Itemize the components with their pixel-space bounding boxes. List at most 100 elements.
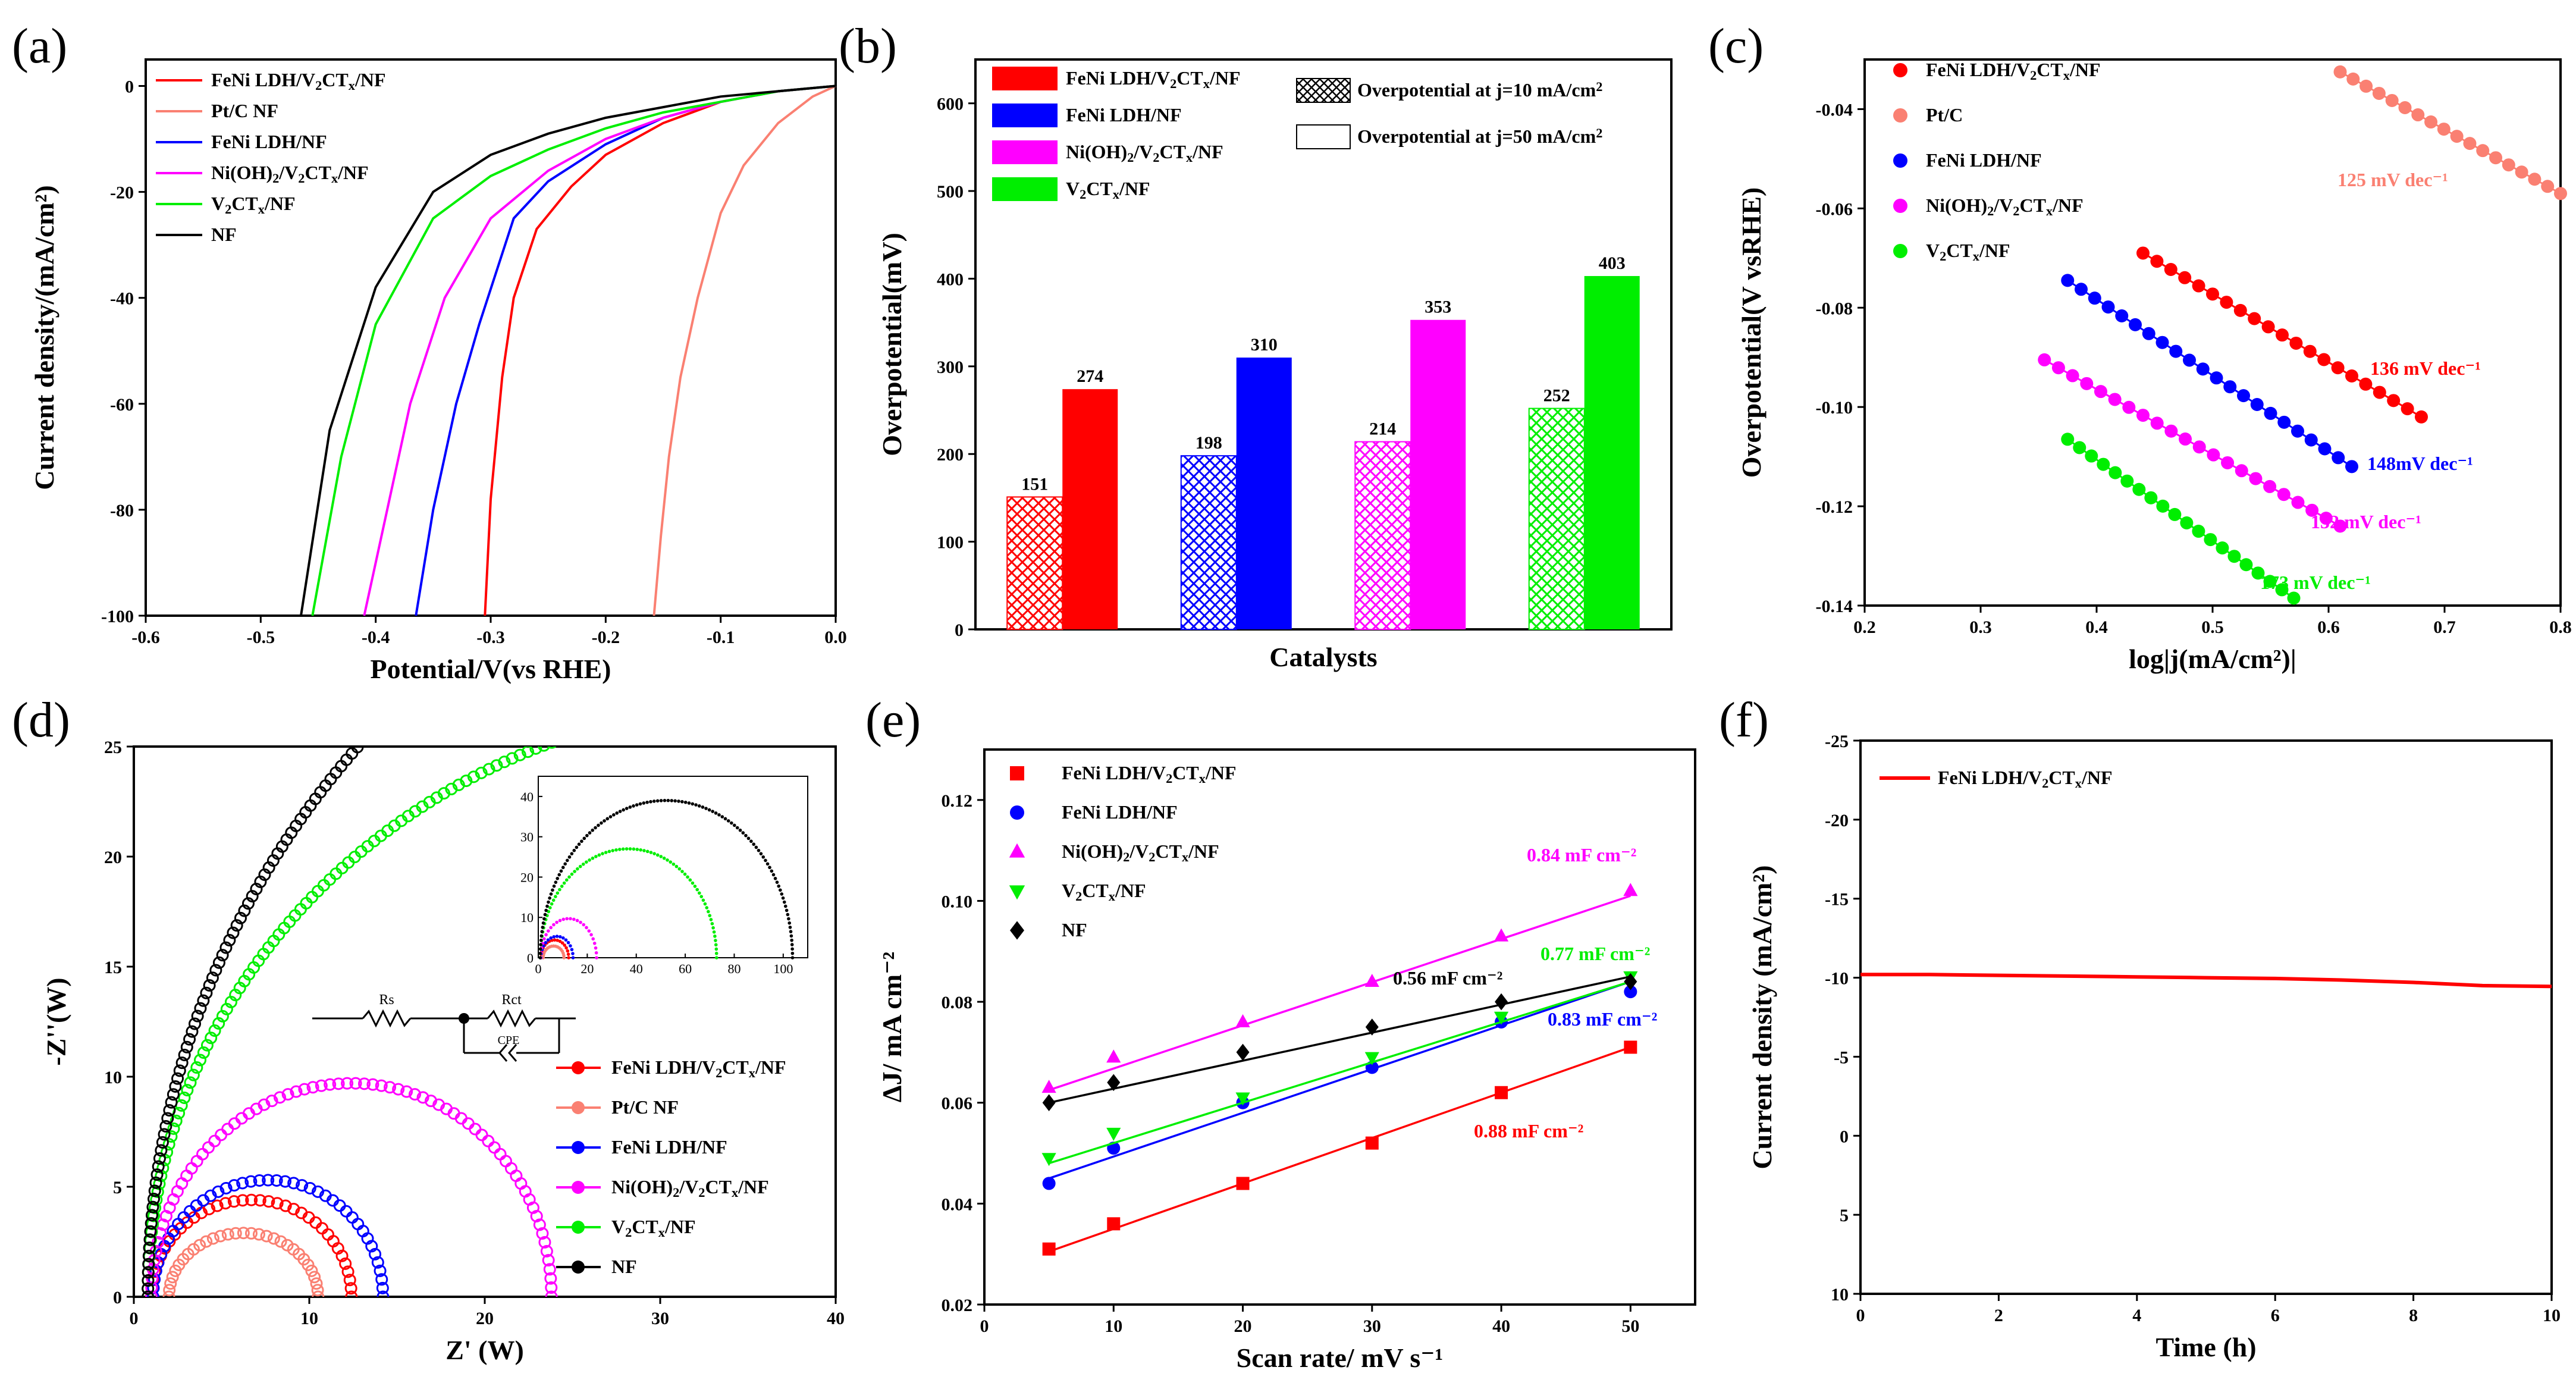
- inset-point-nf: [582, 836, 586, 841]
- inset-point-v2ctx: [688, 878, 692, 882]
- inset-point-fenildh: [571, 952, 575, 955]
- inset-point-fenildh: [569, 944, 572, 948]
- nyquist-point-fenildh_v2ctx: [271, 1197, 284, 1210]
- nyquist-point-fenildh_v2ctx: [219, 1197, 232, 1210]
- cdl-point-v2ctx: [1493, 1011, 1509, 1025]
- bar-value-label: 353: [1425, 297, 1451, 317]
- inset-point-v2ctx: [714, 939, 717, 942]
- inset-point-fenildh_v2ctx: [566, 949, 570, 953]
- lsv-line-ptc: [652, 84, 836, 616]
- nyquist-point-fenildh: [376, 1290, 390, 1297]
- nyquist-point-fenildh_v2ctx: [345, 1290, 358, 1297]
- legend-label-fenildh_v2ctx: FeNi LDH/V2CTx/NF: [1926, 59, 2101, 83]
- nyquist-point-v2ctx: [506, 752, 519, 765]
- inset-point-nf: [625, 807, 629, 810]
- inset-point-nf: [542, 917, 546, 921]
- x-tick-label: 0.5: [2201, 617, 2224, 637]
- inset-point-fenildh_v2ctx: [566, 952, 570, 956]
- circuit-label-rct: Rct: [501, 992, 522, 1008]
- inset-point-nf: [741, 831, 745, 835]
- nyquist-point-nf: [159, 1120, 172, 1133]
- inset-point-fenildh_v2ctx: [560, 941, 564, 945]
- inset-point-fenildh: [566, 940, 570, 945]
- x-axis-title: Scan rate/ mV s⁻¹: [1237, 1343, 1444, 1373]
- x-tick-label: 0.8: [2549, 617, 2572, 637]
- inset-point-v2ctx: [607, 849, 611, 854]
- nyquist-point-nf: [246, 890, 259, 903]
- tafel-fit-fenildh: [2067, 280, 2352, 468]
- cdl-point-fenildh_v2ctx: [1365, 1136, 1379, 1150]
- nyquist-point-v2ctx: [563, 732, 573, 742]
- x-axis-title: log|j(mA/cm²)|: [2129, 644, 2296, 674]
- nyquist-point-v2ctx: [522, 747, 534, 758]
- bar-value-label: 198: [1196, 433, 1222, 453]
- y-tick-label: -0.12: [1816, 497, 1853, 517]
- tafel-slope-label-fenildh: 148mV dec⁻¹: [2367, 453, 2473, 474]
- nyquist-point-nioh2: [545, 1290, 558, 1297]
- x-tick-label: 30: [651, 1309, 669, 1328]
- legend-label-fenildh_v2ctx: FeNi LDH/V2CTx/NF: [211, 69, 386, 93]
- tafel-fit-ptc: [2339, 71, 2561, 195]
- inset-point-nf: [554, 880, 558, 884]
- inset-point-v2ctx: [649, 851, 653, 854]
- inset-point-nf: [547, 900, 550, 904]
- nyquist-point-v2ctx: [475, 766, 488, 779]
- circuit-label-cpe: CPE: [498, 1034, 520, 1047]
- inset-point-nf: [659, 799, 663, 802]
- nyquist-point-v2ctx: [554, 734, 565, 745]
- legend-marker-ptc: [572, 1101, 585, 1114]
- inset-x-tick-label: 100: [773, 961, 793, 976]
- inset-point-v2ctx: [691, 881, 695, 885]
- cdl-point-fenildh_v2ctx: [1236, 1177, 1250, 1190]
- nyquist-point-nf: [156, 1136, 169, 1149]
- x-tick-label: 0.2: [1853, 617, 1876, 637]
- inset-point-v2ctx: [693, 885, 697, 888]
- nyquist-point-nf: [149, 1176, 162, 1189]
- cdl-point-nioh2: [1041, 1080, 1056, 1093]
- nyquist-point-fenildh_v2ctx: [341, 1265, 354, 1278]
- inset-point-v2ctx: [659, 855, 663, 858]
- x-tick-label: 10: [1105, 1316, 1122, 1336]
- nyquist-point-nioh2: [265, 1095, 278, 1108]
- nyquist-point-v2ctx: [212, 1017, 225, 1030]
- inset-point-nf: [642, 801, 646, 805]
- inset-point-nf: [788, 926, 792, 929]
- legend-marker-nf: [572, 1261, 585, 1274]
- bar-j50: [1584, 276, 1640, 629]
- legend-label-ptc: Pt/C: [1926, 104, 1963, 126]
- nyquist-point-nioh2: [542, 1254, 555, 1267]
- cdl-point-nioh2: [1106, 1049, 1121, 1063]
- inset-point-v2ctx: [669, 860, 673, 864]
- inset-point-nf: [577, 842, 581, 846]
- inset-point-v2ctx: [674, 864, 679, 868]
- bar-j50: [1236, 358, 1292, 629]
- legend-marker-nioh2: [1009, 843, 1025, 858]
- nyquist-point-fenildh: [365, 1240, 378, 1253]
- x-tick-label: 0: [980, 1316, 989, 1336]
- cdl-point-fenildh_v2ctx: [1042, 1242, 1056, 1256]
- inset-point-v2ctx: [564, 878, 569, 882]
- cdl-point-nioh2: [1493, 928, 1509, 942]
- x-tick-label: 2: [1994, 1306, 2003, 1325]
- y-tick-label: 10: [104, 1068, 122, 1087]
- lsv-line-nioh2: [363, 84, 836, 616]
- inset-point-v2ctx: [708, 914, 712, 917]
- nyquist-point-nf: [175, 1056, 189, 1070]
- cdl-label-fenildh: 0.83 mF cm⁻²: [1548, 1008, 1657, 1030]
- nyquist-point-nf: [152, 1160, 165, 1173]
- cdl-point-fenildh: [1042, 1177, 1056, 1190]
- nyquist-point-fenildh: [371, 1256, 384, 1269]
- inset-point-v2ctx: [697, 891, 701, 895]
- nyquist-point-fenildh_v2ctx: [236, 1194, 249, 1207]
- nyquist-point-nioh2: [392, 1083, 405, 1096]
- inset-point-nf: [777, 884, 781, 888]
- nyquist-inset: 0 20 40 60 80 100 0 10 20 30 40: [520, 776, 808, 976]
- nyquist-point-nf: [142, 1282, 155, 1295]
- nyquist-point-fenildh: [212, 1185, 225, 1198]
- inset-point-nf: [759, 852, 763, 855]
- cdl-point-fenildh_v2ctx: [1107, 1217, 1121, 1231]
- inset-point-nf: [782, 900, 786, 904]
- nyquist-point-ptc: [260, 1230, 273, 1243]
- inset-point-nf: [551, 888, 554, 892]
- nyquist-point-v2ctx: [200, 1039, 214, 1052]
